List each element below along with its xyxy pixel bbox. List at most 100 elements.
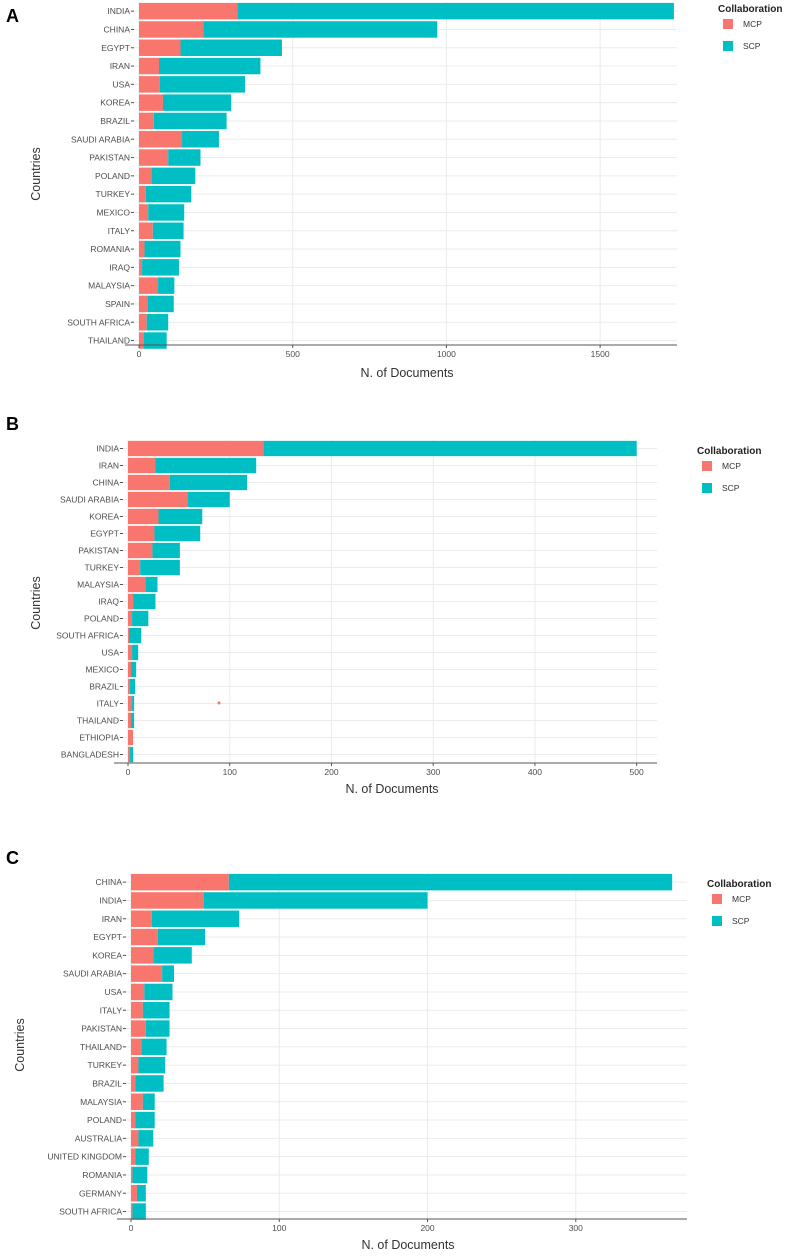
bar-thailand-scp xyxy=(141,1038,167,1056)
bar-pakistan-mcp xyxy=(131,1020,146,1037)
y-tick-label-pakistan: PAKISTAN xyxy=(78,546,119,556)
y-axis-title: Countries xyxy=(13,1018,27,1072)
legend: Collaboration MCP SCP xyxy=(718,4,782,51)
bar-china-scp xyxy=(203,21,438,38)
bar-mexico-scp xyxy=(148,204,185,221)
bar-turkey-scp xyxy=(138,1056,166,1074)
bar-poland-scp xyxy=(135,1111,155,1129)
bar-malaysia-mcp xyxy=(128,576,146,593)
y-tick-label-korea: KOREA xyxy=(100,98,130,108)
bar-south-africa-mcp xyxy=(128,627,130,644)
bar-saudi-arabia-mcp xyxy=(128,491,189,508)
legend-swatch-mcp xyxy=(702,461,712,471)
y-tick-label-iraq: IRAQ xyxy=(109,262,130,272)
y-tick-label-pakistan: PAKISTAN xyxy=(89,153,130,163)
bar-thailand-mcp xyxy=(139,332,144,349)
y-tick-label-egypt: EGYPT xyxy=(90,529,119,539)
bar-malaysia-mcp xyxy=(139,277,159,294)
bar-romania-scp xyxy=(144,240,181,258)
bar-iran-mcp xyxy=(128,457,156,474)
y-tick-label-italy: ITALY xyxy=(100,1005,123,1015)
bar-romania-mcp xyxy=(131,1166,133,1184)
y-tick-label-italy: ITALY xyxy=(108,226,131,236)
bar-brazil-scp xyxy=(135,1075,164,1092)
y-tick-label-india: INDIA xyxy=(107,6,130,16)
bar-germany-mcp xyxy=(131,1185,137,1202)
bar-poland-scp xyxy=(151,167,196,185)
bar-brazil-scp xyxy=(130,678,136,695)
bar-pakistan-scp xyxy=(145,1020,170,1037)
y-tick-label-ethiopia: ETHIOPIA xyxy=(79,733,119,743)
legend-swatch-mcp xyxy=(723,19,733,29)
y-tick-label-egypt: EGYPT xyxy=(101,43,130,53)
bar-poland-mcp xyxy=(128,610,133,627)
bar-india-mcp xyxy=(131,892,204,909)
y-tick-label-korea: KOREA xyxy=(92,950,122,960)
bar-italy-scp xyxy=(152,222,184,239)
bar-china-mcp xyxy=(131,873,229,891)
y-tick-label-iraq: IRAQ xyxy=(98,597,119,607)
bar-brazil-mcp xyxy=(131,1075,136,1092)
bar-usa-scp xyxy=(159,76,246,93)
bar-iraq-mcp xyxy=(139,259,143,276)
bar-iran-mcp xyxy=(139,57,159,75)
bar-korea-scp xyxy=(162,94,232,111)
legend-label-mcp: MCP xyxy=(722,461,741,471)
bar-brazil-mcp xyxy=(139,112,154,130)
legend-swatch-scp xyxy=(702,483,712,493)
bar-pakistan-mcp xyxy=(139,149,169,166)
bar-united-kingdom-mcp xyxy=(131,1148,136,1165)
bar-egypt-mcp xyxy=(139,39,181,56)
bar-romania-mcp xyxy=(139,240,145,258)
y-tick-label-saudi-arabia: SAUDI ARABIA xyxy=(63,969,122,979)
y-tick-label-india: INDIA xyxy=(99,895,122,905)
y-tick-label-malaysia: MALAYSIA xyxy=(80,1097,122,1107)
y-tick-label-united-kingdom: UNITED KINGDOM xyxy=(47,1152,122,1162)
bar-thailand-mcp xyxy=(131,1038,142,1056)
y-tick-label-malaysia: MALAYSIA xyxy=(88,281,130,291)
bar-iraq-scp xyxy=(142,259,179,276)
x-tick-label-1500: 1500 xyxy=(591,349,610,359)
bar-poland-scp xyxy=(132,610,149,627)
bar-spain-mcp xyxy=(139,295,148,313)
y-axis-title: Countries xyxy=(29,147,43,201)
bar-china-scp xyxy=(169,474,248,491)
x-tick-label-100: 100 xyxy=(272,1223,286,1233)
bar-iran-scp xyxy=(151,910,240,927)
bar-poland-mcp xyxy=(131,1111,136,1129)
legend-title: Collaboration xyxy=(718,4,782,15)
y-tick-label-china: CHINA xyxy=(93,478,120,488)
bar-italy-mcp xyxy=(131,1002,143,1019)
y-tick-label-spain: SPAIN xyxy=(105,299,130,309)
bar-korea-mcp xyxy=(131,947,154,964)
x-tick-label-0: 0 xyxy=(126,767,131,777)
bar-korea-scp xyxy=(153,947,192,964)
bar-turkey-scp xyxy=(145,185,192,203)
bar-egypt-scp xyxy=(180,39,282,56)
y-tick-label-india: INDIA xyxy=(96,444,119,454)
bar-india-scp xyxy=(203,892,428,909)
x-tick-label-100: 100 xyxy=(223,767,237,777)
x-axis-title: N. of Documents xyxy=(345,782,438,796)
bar-korea-scp xyxy=(158,508,203,525)
bar-china-mcp xyxy=(128,474,170,491)
x-tick-label-0: 0 xyxy=(129,1223,134,1233)
bar-italy-scp xyxy=(142,1002,170,1019)
stray-dot xyxy=(217,701,221,705)
bar-iran-mcp xyxy=(131,910,152,927)
legend-label-mcp: MCP xyxy=(743,19,762,29)
y-tick-label-brazil: BRAZIL xyxy=(89,682,119,692)
x-tick-label-500: 500 xyxy=(286,349,300,359)
bar-thailand-mcp xyxy=(128,712,132,729)
bar-india-scp xyxy=(237,2,674,20)
bar-iran-scp xyxy=(155,457,257,474)
legend-swatch-scp xyxy=(712,916,722,926)
y-tick-label-iran: IRAN xyxy=(102,914,122,924)
bar-malaysia-scp xyxy=(158,277,175,294)
y-tick-label-poland: POLAND xyxy=(95,171,130,181)
bar-pakistan-scp xyxy=(168,149,201,166)
y-tick-label-egypt: EGYPT xyxy=(93,932,122,942)
bar-turkey-scp xyxy=(140,559,180,576)
y-axis-title: Countries xyxy=(29,576,43,630)
